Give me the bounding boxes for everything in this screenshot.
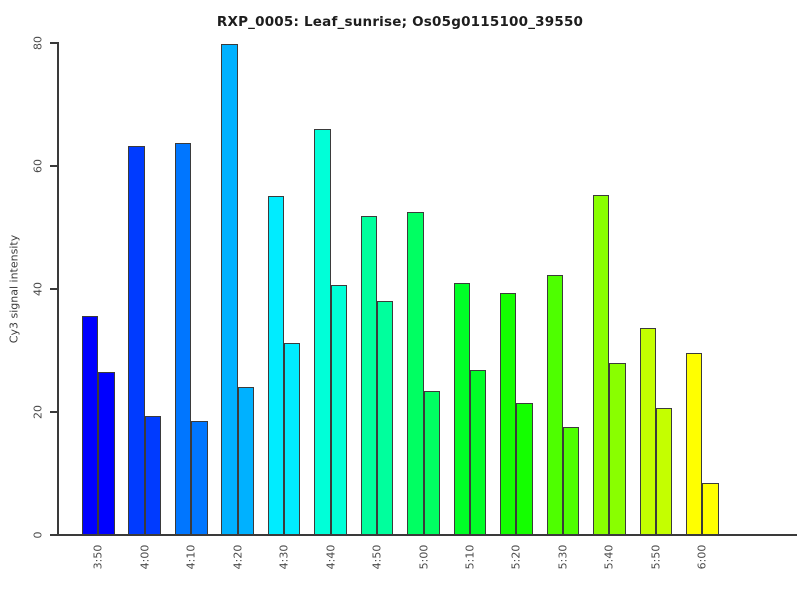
y-tick-label-text: 0 (31, 531, 45, 539)
bar-400-2 (144, 415, 162, 535)
bar-430-2 (284, 342, 301, 535)
bar-520-1 (500, 293, 517, 535)
bar-510-1 (453, 282, 470, 535)
x-tick-label-text: 3:50 (91, 544, 105, 570)
x-tick-label-text: 4:00 (138, 544, 152, 570)
x-tick-label-text: 4:10 (184, 544, 198, 570)
bar-400-1 (128, 145, 145, 535)
y-tick-mark (50, 534, 58, 536)
bar-450-2 (377, 301, 394, 535)
x-tick-label-text: 4:30 (277, 544, 291, 570)
bar-420-2 (237, 386, 254, 535)
y-axis-label-text: Cy3 signal intensity (7, 234, 21, 344)
bar-540-2 (609, 363, 626, 535)
x-tick-label-text: 5:10 (463, 544, 477, 570)
x-axis-line (57, 534, 797, 536)
bar-520-2 (516, 403, 533, 535)
y-tick-mark (50, 165, 58, 167)
bar-550-2 (655, 407, 673, 535)
bar-530-1 (546, 275, 563, 535)
bar-410-1 (174, 143, 192, 535)
y-tick-label-text: 80 (31, 36, 45, 50)
bar-500-2 (423, 391, 440, 535)
bar-510-2 (469, 369, 487, 535)
bar-450-1 (360, 216, 378, 535)
y-tick-mark (50, 411, 58, 413)
bar-410-2 (191, 420, 208, 535)
x-tick-label-text: 4:50 (370, 544, 384, 570)
x-tick-label-text: 6:00 (695, 544, 709, 570)
bar-420-1 (221, 44, 238, 535)
x-tick-label-text: 5:00 (417, 544, 431, 570)
bar-550-1 (639, 328, 656, 535)
y-tick-label-text: 20 (31, 405, 45, 419)
chart-title: RXP_0005: Leaf_sunrise; Os05g0115100_395… (216, 14, 584, 30)
bar-430-1 (267, 196, 285, 535)
bar-440-2 (330, 284, 347, 535)
x-tick-label-text: 5:40 (602, 544, 616, 570)
x-tick-label-text: 4:40 (324, 544, 338, 570)
y-tick-label-text: 40 (31, 282, 45, 296)
bar-350-2 (98, 372, 115, 535)
x-tick-label-text: 5:50 (649, 544, 663, 570)
bar-600-2 (702, 482, 719, 535)
bar-540-1 (593, 194, 610, 535)
x-tick-label-text: 5:30 (556, 544, 570, 570)
bar-500-1 (407, 212, 424, 535)
y-tick-label-text: 60 (31, 159, 45, 173)
y-tick-mark (50, 42, 58, 44)
y-tick-mark (50, 288, 58, 290)
y-axis-line (57, 42, 59, 536)
bar-600-1 (685, 352, 703, 535)
bar-350-1 (82, 316, 99, 535)
x-tick-label-text: 5:20 (509, 544, 523, 570)
x-tick-label-text: 4:20 (231, 544, 245, 570)
bar-440-1 (314, 129, 331, 535)
bar-530-2 (562, 426, 580, 535)
